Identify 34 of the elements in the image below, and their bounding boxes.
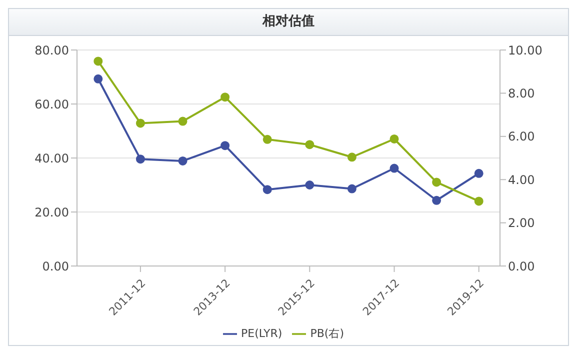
point: [305, 180, 314, 190]
y2-tick-label: 8.00: [508, 86, 535, 100]
y2-tick-label: 4.00: [508, 172, 535, 187]
point: [220, 92, 230, 102]
point: [94, 74, 103, 84]
legend-label: PB(右): [310, 327, 344, 340]
y-tick-label: 60.00: [34, 97, 69, 112]
y-tick-label: 20.00: [34, 205, 69, 220]
point: [178, 116, 188, 126]
point: [347, 184, 356, 194]
point: [305, 140, 314, 150]
point: [432, 196, 442, 205]
point: [178, 156, 188, 166]
point: [136, 118, 145, 128]
y2-tick-label: 6.00: [508, 130, 535, 144]
point: [262, 134, 272, 144]
point: [220, 141, 230, 150]
point: [432, 178, 442, 187]
point: [262, 185, 272, 194]
point: [136, 154, 145, 164]
y2-tick-label: 2.00: [508, 216, 535, 230]
y-tick-label: 40.00: [34, 151, 69, 166]
point: [347, 152, 356, 162]
legend-label: PE(LYR): [241, 327, 282, 340]
point: [474, 168, 484, 178]
point: [390, 164, 399, 173]
y2-tick-label: 10.00: [508, 43, 542, 58]
chart-title: 相对估值: [9, 9, 568, 36]
point: [94, 56, 103, 66]
point: [474, 196, 484, 206]
point: [390, 134, 399, 144]
y-tick-label: 0.00: [42, 259, 69, 274]
y-tick-label: 80.00: [34, 43, 69, 58]
y2-tick-label: 0.00: [508, 259, 535, 274]
